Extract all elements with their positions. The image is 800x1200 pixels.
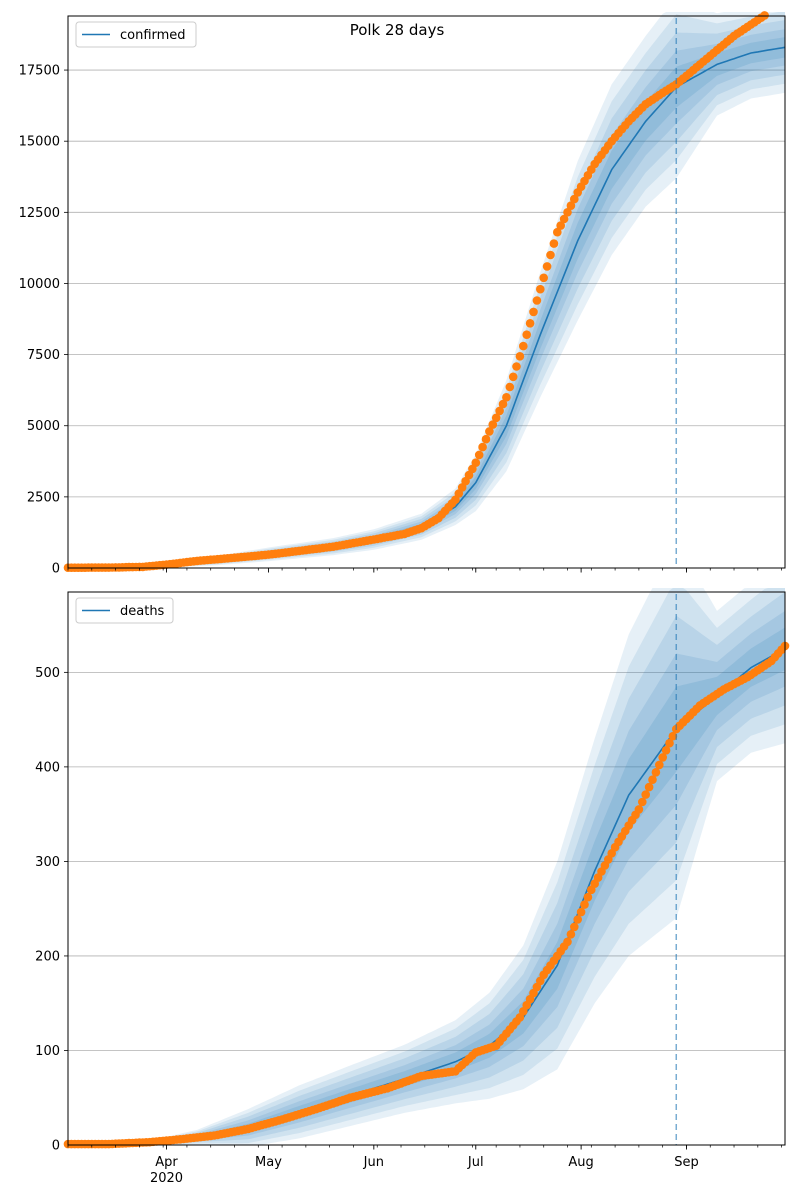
uncertainty-band (68, 610, 785, 1145)
observed-point (644, 782, 654, 792)
uncertainty-band (68, 588, 785, 1145)
figure-title: Polk 28 days (350, 21, 445, 39)
axes-frame (67, 591, 786, 1146)
observed-point (655, 760, 664, 770)
observed-point (539, 273, 548, 283)
observed-point (508, 372, 518, 382)
observed-point (570, 922, 579, 932)
legend-box (75, 597, 174, 624)
observed-point (553, 227, 562, 237)
observed-point (658, 753, 667, 762)
observed-point (641, 790, 650, 799)
observed-point (498, 399, 508, 409)
y-tick-label: 7500 (27, 348, 60, 363)
observed-point (491, 413, 501, 423)
y-tick-label: 500 (35, 666, 60, 681)
uncertainty-band (68, 627, 785, 1145)
y-tick-label: 10000 (19, 277, 60, 292)
observed-point (570, 194, 579, 204)
axes-frame (67, 15, 786, 569)
observed-point (529, 307, 538, 317)
observed-point (478, 442, 487, 452)
observed-point (556, 221, 565, 230)
observed-point (481, 434, 491, 444)
observed-point (474, 450, 484, 460)
uncertainty-band (68, 29, 785, 569)
uncertainty-band (68, 20, 785, 568)
observed-point (661, 746, 671, 755)
uncertainty-band (68, 37, 785, 569)
y-tick-label: 2500 (27, 490, 60, 505)
observed-point (566, 930, 576, 939)
confirmed-panel: 0 2500 5000 7500 10000 12500 15000 17500 confirm… (19, 11, 786, 577)
observed-point (546, 250, 555, 260)
x-tick-label: Jun (363, 1155, 384, 1170)
x-tick-sublabel: 2020 (150, 1171, 183, 1186)
x-tick-label: Sep (674, 1155, 699, 1170)
observed-point (536, 284, 545, 294)
y-tick-label: 17500 (19, 64, 60, 79)
observed-point (668, 731, 678, 741)
observed-point (566, 201, 576, 210)
observed-point (563, 937, 572, 947)
observed-point (502, 393, 511, 402)
legend-label: deaths (120, 604, 165, 619)
legend-box (75, 21, 197, 48)
observed-point (665, 738, 674, 748)
observed-point (573, 915, 582, 924)
observed-point (505, 382, 515, 392)
observed-point (471, 458, 481, 468)
y-tick-label: 400 (35, 760, 60, 775)
y-tick-label: 0 (52, 1139, 60, 1154)
y-tick-label: 5000 (27, 419, 60, 434)
legend-label: confirmed (120, 28, 186, 43)
observed-point (488, 420, 498, 429)
y-tick-label: 12500 (19, 206, 60, 221)
observed-point (542, 262, 552, 271)
observed-point (559, 214, 569, 224)
observed-point (760, 11, 769, 20)
observed-point (532, 296, 542, 305)
observed-point (583, 892, 593, 902)
observed-point (638, 797, 647, 807)
x-tick-label: May (255, 1155, 282, 1170)
observed-point (525, 319, 535, 328)
observed-point (563, 208, 572, 217)
observed-point (651, 768, 661, 777)
y-tick-label: 300 (35, 855, 60, 870)
x-tick-label: Aug (568, 1155, 593, 1170)
observed-point (648, 775, 657, 784)
y-tick-label: 15000 (19, 135, 60, 150)
x-tick-label: Jul (467, 1155, 484, 1170)
x-tick-label: Apr (155, 1155, 178, 1170)
observed-point (515, 352, 525, 361)
observed-point (634, 805, 644, 814)
observed-point (522, 330, 531, 340)
observed-point (485, 427, 494, 436)
uncertainty-band (68, 592, 785, 1145)
y-tick-label: 200 (35, 949, 60, 964)
uncertainty-band (68, 588, 785, 1145)
y-tick-label: 100 (35, 1044, 60, 1059)
observed-point (519, 341, 528, 351)
observed-point (580, 900, 589, 909)
observed-point (549, 239, 559, 248)
y-tick-label: 0 (52, 562, 60, 577)
observed-point (512, 362, 521, 371)
observed-point (495, 406, 504, 416)
observed-point (576, 907, 586, 917)
